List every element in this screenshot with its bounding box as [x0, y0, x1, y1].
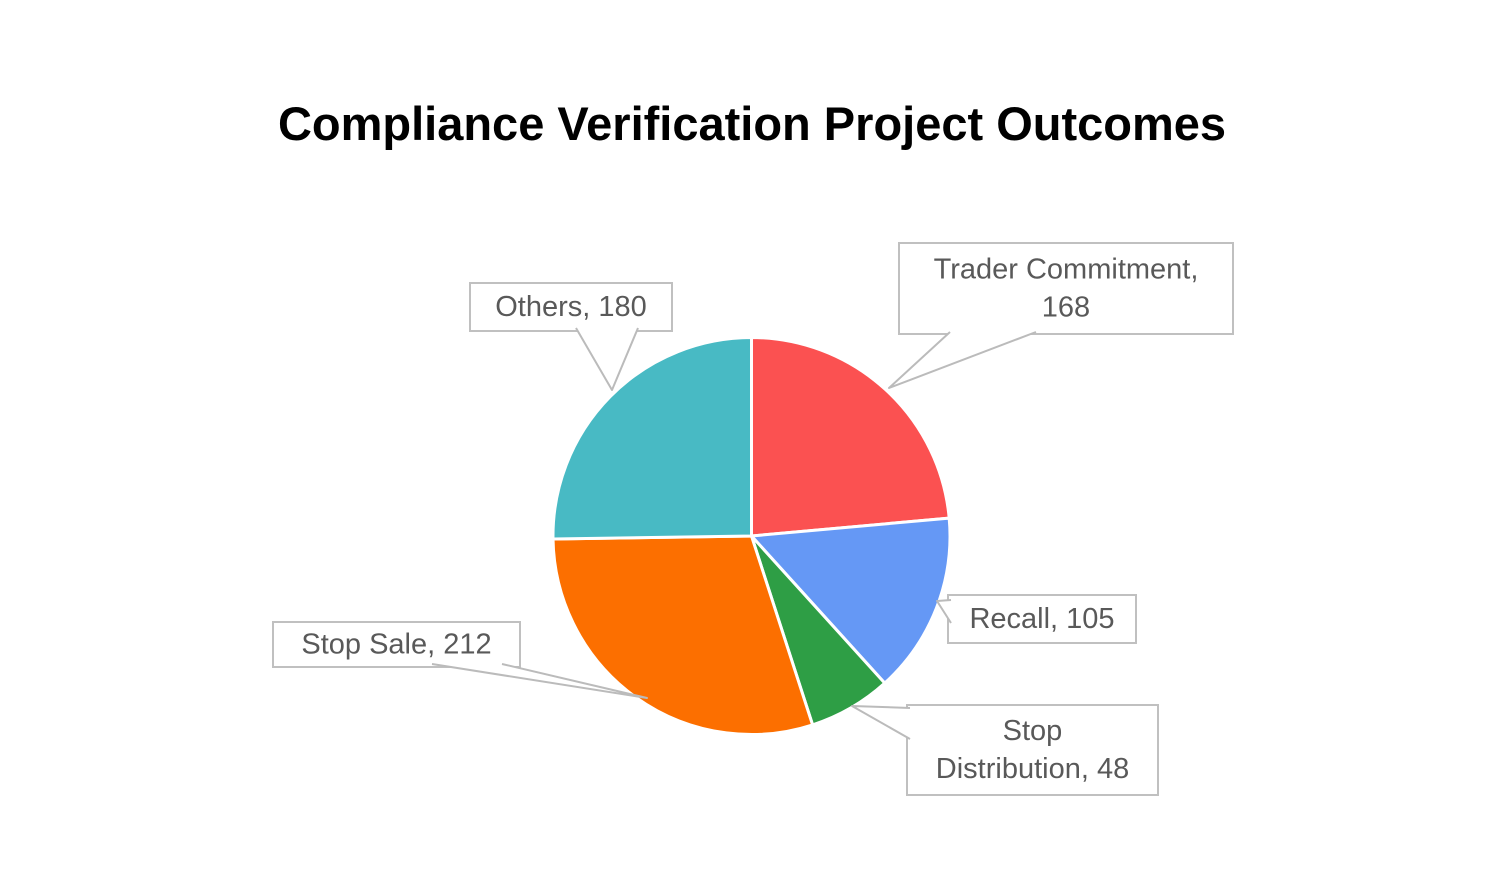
callout-label-stop-sale: Stop Sale, 212 — [301, 629, 491, 661]
callout-label-others: Others, 180 — [495, 291, 647, 323]
chart-title: Compliance Verification Project Outcomes — [277, 97, 1227, 150]
callout-leader-stop-distribution — [851, 705, 911, 740]
callout-trader-commitment: Trader Commitment, 168 — [888, 242, 1234, 389]
callout-leader-trader-commitment — [888, 331, 1037, 389]
callout-leader-stop-sale — [431, 663, 648, 699]
callout-stop-distribution: Stop Distribution, 48 — [851, 704, 1159, 796]
callout-box-stop-distribution[interactable] — [906, 704, 1159, 796]
callout-others: Others, 180 — [469, 282, 673, 391]
pie-slice-trader-commitment[interactable] — [750, 336, 951, 538]
pie-slice-stop-sale[interactable] — [551, 534, 815, 736]
callout-label-stop-distribution: Stop Distribution, 48 — [936, 715, 1129, 785]
callout-box-others[interactable] — [469, 282, 673, 332]
callout-leader-recall — [936, 599, 952, 624]
callout-box-stop-sale[interactable] — [272, 621, 521, 668]
callout-leader-others — [575, 327, 639, 391]
callout-recall: Recall, 105 — [936, 594, 1137, 644]
callout-box-trader-commitment[interactable] — [898, 242, 1234, 335]
callout-label-recall: Recall, 105 — [969, 603, 1114, 635]
pie-slice-recall[interactable] — [750, 516, 952, 685]
pie-slices-group — [551, 336, 952, 736]
callout-label-trader-commitment: Trader Commitment, 168 — [934, 254, 1199, 324]
callouts-group: Trader Commitment, 168 Recall, 105 Stop Dist… — [272, 242, 1234, 796]
pie-slice-others[interactable] — [551, 336, 753, 541]
callout-box-recall[interactable] — [947, 594, 1137, 644]
callout-stop-sale: Stop Sale, 212 — [272, 621, 648, 699]
